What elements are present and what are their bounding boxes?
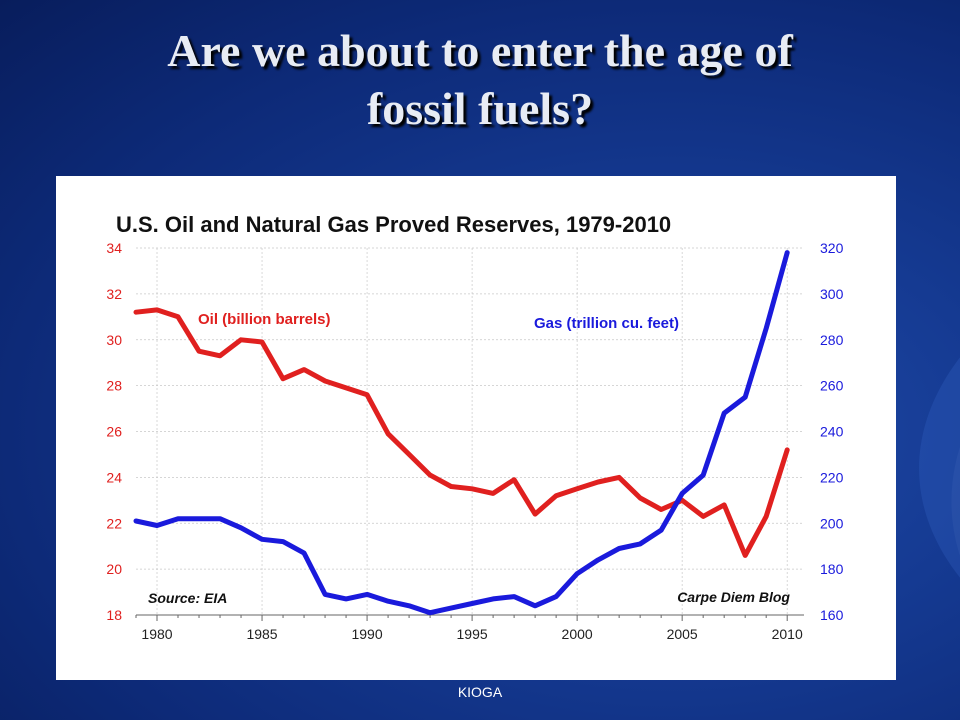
series-layer [133,250,790,616]
background-swoosh [919,357,960,578]
left-tick-label: 24 [106,469,122,485]
gas-series-label: Gas (trillion cu. feet) [534,315,679,332]
x-tick-label: 1980 [141,626,172,642]
left-tick-label: 26 [106,424,122,440]
footer-text: KIOGA [457,684,503,700]
slide-title-line-2: fossil fuels? [366,83,594,134]
left-tick-label: 34 [106,240,122,256]
left-tick-label: 22 [106,515,122,531]
right-tick-label: 320 [820,240,844,256]
right-axis: 160 180 200 220 240 260 280 300 320 [820,240,844,623]
right-tick-label: 280 [820,332,844,348]
slide-title: Are we about to enter the age of fossil … [0,22,960,138]
oil-series-label: Oil (billion barrels) [198,311,331,328]
x-tick-label: 2000 [562,626,593,642]
gas-series-line [133,250,790,616]
right-tick-label: 180 [820,561,844,577]
left-tick-label: 32 [106,286,122,302]
x-tick-label: 2005 [667,626,698,642]
right-tick-label: 260 [820,378,844,394]
left-tick-label: 28 [106,378,122,394]
left-tick-label: 20 [106,561,122,577]
source-annotation: Source: EIA [148,590,227,606]
x-tick-label: 1990 [351,626,382,642]
left-tick-label: 18 [106,607,122,623]
chart-panel: U.S. Oil and Natural Gas Proved Reserves… [56,176,896,680]
chart-title: U.S. Oil and Natural Gas Proved Reserves… [116,212,671,237]
right-tick-label: 200 [820,515,844,531]
x-axis: 1980 1985 1990 1995 2000 2005 2010 [135,614,804,642]
right-tick-label: 160 [820,607,844,623]
slide-title-line-1: Are we about to enter the age of [167,25,793,76]
right-tick-label: 240 [820,424,844,440]
right-tick-label: 220 [820,469,844,485]
x-tick-label: 1995 [457,626,488,642]
x-tick-label: 2010 [772,626,803,642]
x-tick-label: 1985 [246,626,277,642]
reserves-line-chart: U.S. Oil and Natural Gas Proved Reserves… [106,212,844,642]
left-axis: 18 20 22 24 26 28 30 32 34 [106,240,122,623]
credit-annotation: Carpe Diem Blog [677,589,790,605]
left-tick-label: 30 [106,332,122,348]
right-tick-label: 300 [820,286,844,302]
